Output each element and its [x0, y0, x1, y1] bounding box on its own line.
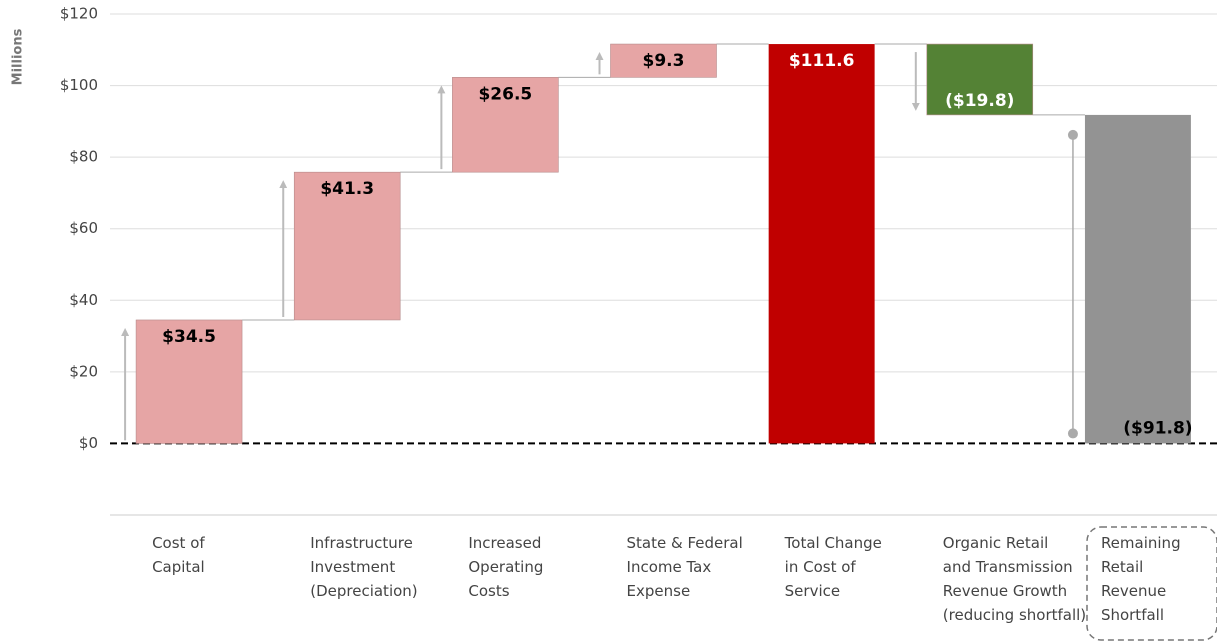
bar — [610, 43, 717, 78]
x-tick-label: Total Change in Cost of Service — [784, 534, 882, 600]
value-label: $111.6 — [789, 51, 855, 71]
bar — [768, 44, 875, 444]
value-label: $26.5 — [478, 84, 532, 104]
y-tick-label: $120 — [60, 5, 98, 23]
value-label: ($91.8) — [1123, 418, 1192, 438]
x-tick-label: Remaining Retail Revenue Shortfall — [1101, 534, 1181, 624]
y-axis-label: Millions — [11, 28, 26, 85]
value-label: $34.5 — [162, 327, 216, 347]
y-tick-label: $100 — [60, 76, 98, 94]
y-tick-label: $20 — [69, 362, 98, 380]
highlight-box — [1086, 526, 1217, 641]
x-tick-label: Infrastructure Investment (Depreciation) — [310, 534, 417, 600]
y-tick-label: $60 — [69, 219, 98, 237]
bar — [926, 43, 1034, 116]
x-tick-label: Organic Retail and Transmission Revenue Gr… — [943, 534, 1086, 624]
bar — [293, 171, 401, 321]
value-label: $41.3 — [320, 179, 374, 199]
x-tick-label: Increased Operating Costs — [468, 534, 543, 600]
y-tick-label: $0 — [79, 434, 98, 452]
y-tick-label: $40 — [69, 291, 98, 309]
x-tick-label: State & Federal Income Tax Expense — [627, 534, 743, 600]
y-tick-label: $80 — [69, 148, 98, 166]
bar — [452, 77, 559, 173]
value-label: $9.3 — [643, 51, 685, 71]
value-label: ($19.8) — [945, 91, 1014, 111]
bar — [1084, 114, 1191, 444]
bar — [135, 319, 243, 444]
dimension-dot — [1067, 428, 1078, 439]
dimension-dot — [1067, 129, 1078, 140]
x-tick-label: Cost of Capital — [152, 534, 205, 576]
